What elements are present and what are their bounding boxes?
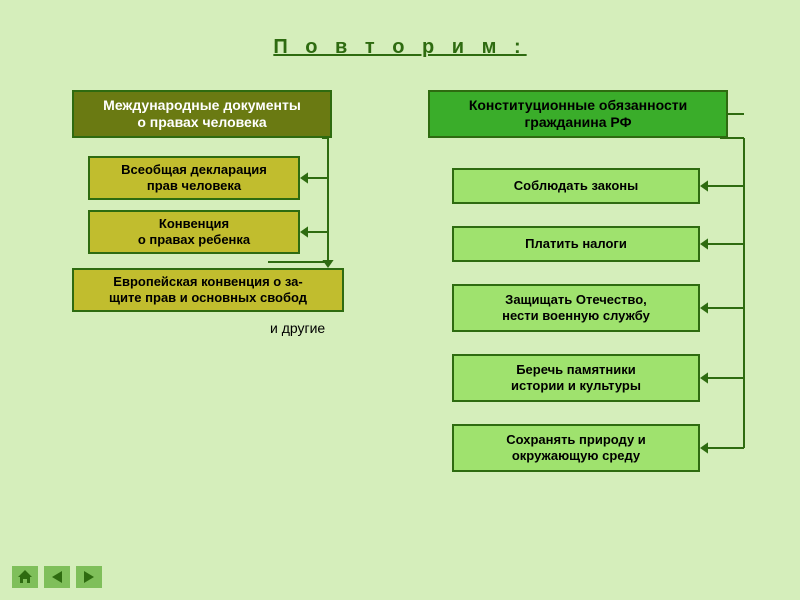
triangle-left-icon [50, 570, 64, 584]
right-item-box: Соблюдать законы [452, 168, 700, 204]
left-item-box: Всеобщая декларацияправ человека [88, 156, 300, 200]
right-header-box: Конституционные обязанностигражданина РФ [428, 90, 728, 138]
prev-button[interactable] [44, 566, 70, 588]
next-button[interactable] [76, 566, 102, 588]
home-button[interactable] [12, 566, 38, 588]
left-note: и другие [270, 320, 325, 336]
left-item-box: Европейская конвенция о за-щите прав и о… [72, 268, 344, 312]
triangle-right-icon [82, 570, 96, 584]
right-item-box: Платить налоги [452, 226, 700, 262]
left-header-box: Международные документыо правах человека [72, 90, 332, 138]
nav-controls [12, 566, 102, 588]
home-icon [17, 570, 33, 584]
right-item-box: Защищать Отечество,нести военную службу [452, 284, 700, 332]
page-title: П о в т о р и м : [0, 36, 800, 59]
right-item-box: Сохранять природу иокружающую среду [452, 424, 700, 472]
left-item-box: Конвенцияо правах ребенка [88, 210, 300, 254]
right-item-box: Беречь памятникиистории и культуры [452, 354, 700, 402]
